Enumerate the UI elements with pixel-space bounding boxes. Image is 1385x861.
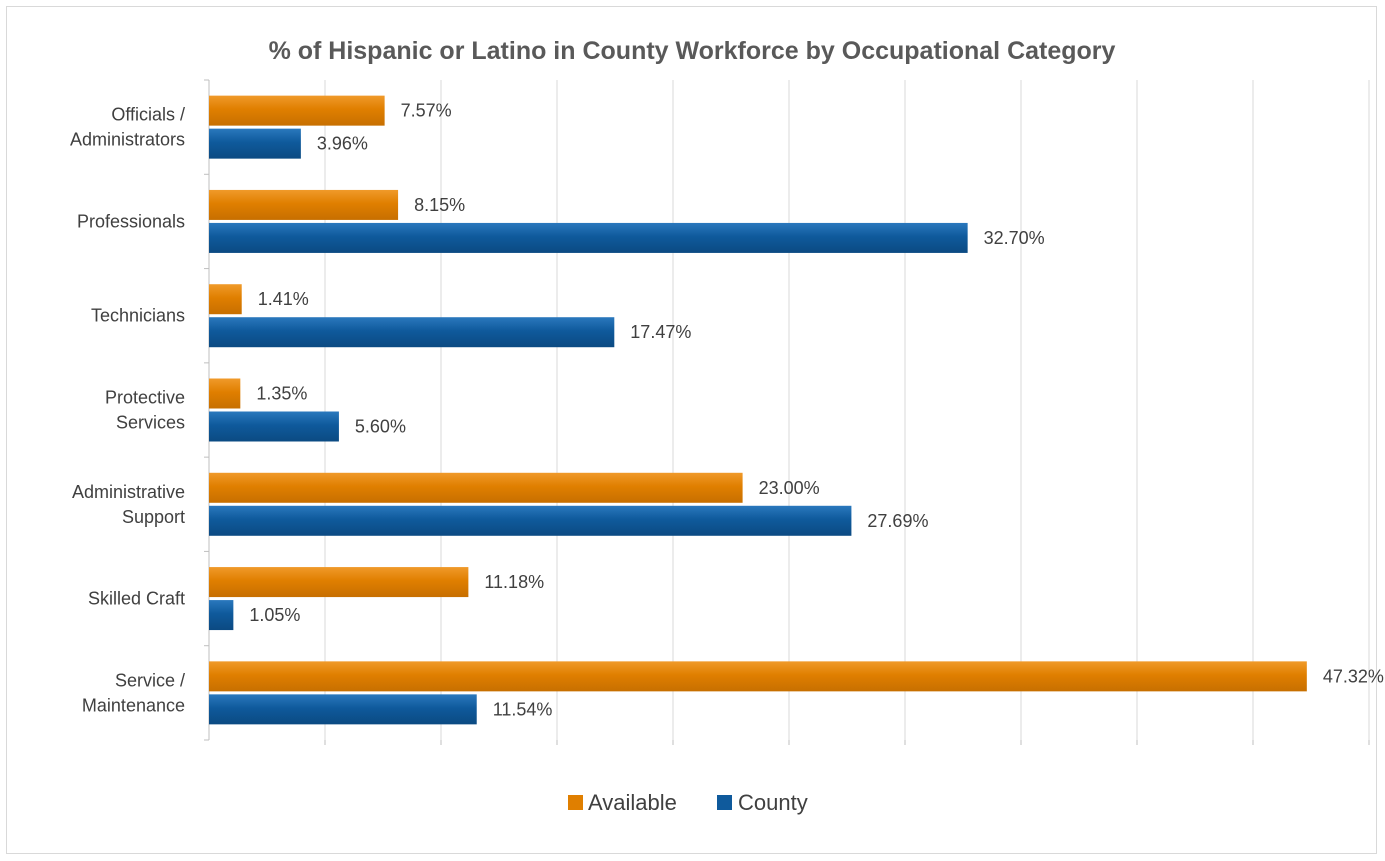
bar-county — [209, 128, 301, 159]
category-label: Professionals — [77, 211, 185, 231]
category-label: Skilled Craft — [88, 589, 185, 609]
bar-available — [209, 95, 385, 126]
data-label-county: 32.70% — [984, 228, 1045, 248]
data-label-available: 8.15% — [414, 195, 465, 215]
legend-swatch-county — [717, 795, 732, 810]
category-labels: Officials / Administrators Professionals Te… — [70, 105, 185, 716]
gridlines — [324, 80, 1370, 745]
legend-label-county: County — [738, 790, 808, 815]
bar-county — [209, 411, 339, 442]
data-label-county: 5.60% — [355, 417, 406, 437]
bar-county — [209, 222, 968, 253]
data-label-available: 23.00% — [759, 478, 820, 498]
legend-swatch-available — [568, 795, 583, 810]
category-label: Officials / — [111, 105, 185, 125]
data-label-available: 7.57% — [401, 101, 452, 121]
data-label-available: 47.32% — [1323, 666, 1384, 686]
bar-county — [209, 694, 477, 725]
category-label: Protective — [105, 388, 185, 408]
data-label-available: 1.35% — [256, 384, 307, 404]
data-label-county: 1.05% — [249, 605, 300, 625]
category-label: Support — [122, 507, 185, 527]
bars — [209, 95, 1307, 725]
bar-available — [209, 567, 469, 598]
bar-county — [209, 505, 852, 536]
bar-available — [209, 472, 743, 503]
data-label-available: 11.18% — [484, 572, 544, 592]
category-label: Technicians — [91, 306, 185, 326]
bar-available — [209, 661, 1307, 692]
category-label: Maintenance — [82, 695, 185, 715]
legend: Available County — [568, 790, 808, 815]
bar-available — [209, 189, 399, 220]
bar-available — [209, 378, 241, 409]
category-label: Services — [116, 413, 185, 433]
legend-label-available: Available — [588, 790, 677, 815]
bar-county — [209, 317, 615, 348]
category-label: Administrators — [70, 130, 185, 150]
data-label-county: 17.47% — [630, 322, 691, 342]
data-label-available: 1.41% — [258, 289, 309, 309]
category-label: Service / — [115, 670, 185, 690]
data-label-county: 11.54% — [493, 699, 553, 719]
bar-available — [209, 284, 242, 315]
bar-county — [209, 600, 234, 631]
category-label: Administrative — [72, 482, 185, 502]
data-label-county: 27.69% — [867, 511, 928, 531]
category-axis — [204, 79, 210, 741]
chart-title: % of Hispanic or Latino in County Workfo… — [269, 37, 1116, 65]
data-label-county: 3.96% — [317, 134, 368, 154]
data-labels: 7.57% 8.15% 1.41% 1.35% 23.00% 11.18% 47.32% 3.… — [249, 101, 1384, 720]
